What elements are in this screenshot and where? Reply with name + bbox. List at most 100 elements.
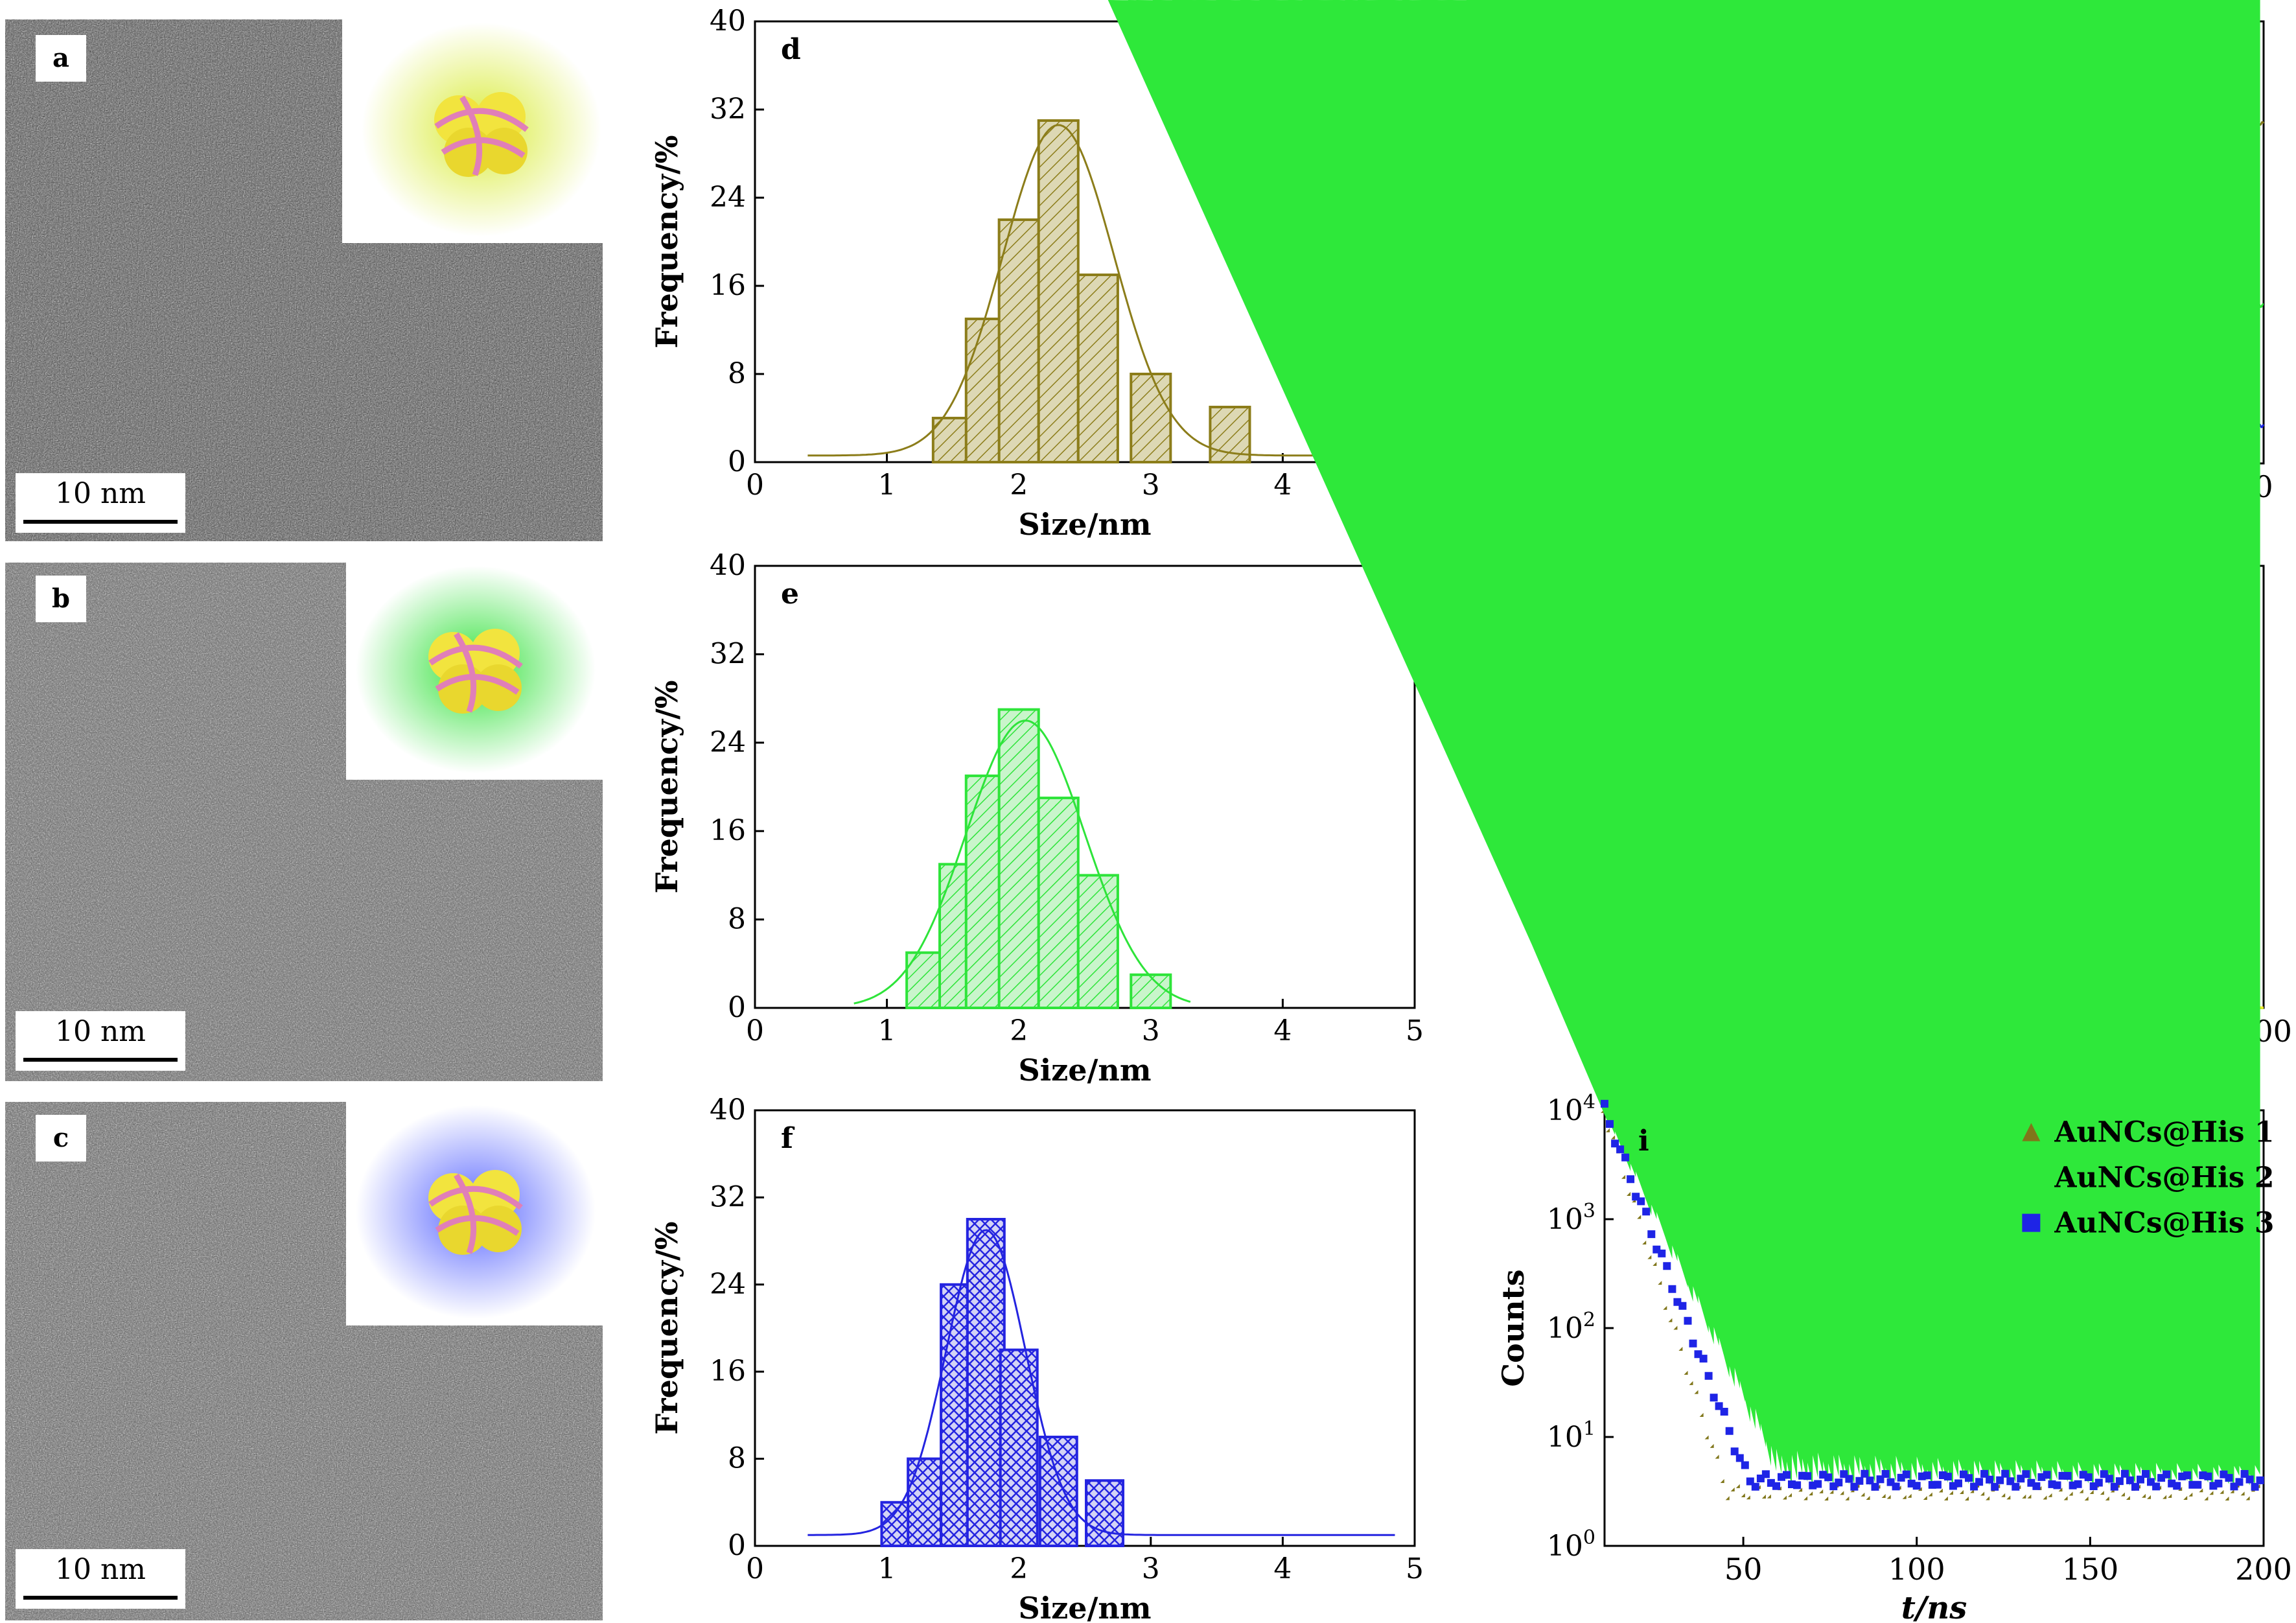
x-tick-label-e: 2 xyxy=(1010,1014,1028,1047)
x-axis-label-i: t/ns xyxy=(1901,1590,1967,1623)
y-tick-label-d: 16 xyxy=(710,269,746,302)
panel-label-f: f xyxy=(781,1122,795,1155)
y-tick-label-d: 0 xyxy=(728,445,746,478)
y-tick-label-i: 101 xyxy=(1547,1418,1595,1454)
histogram-bar-e xyxy=(997,708,1040,1010)
panel-label-c: c xyxy=(36,1115,86,1162)
y-tick-label-d: 8 xyxy=(728,357,746,390)
y-tick-label-e: 40 xyxy=(710,549,746,582)
panel-label-d: d xyxy=(781,33,801,66)
histogram-f: 0 1 2 3 4 5 0 8 16 24 32 40 f Size/nm Frequency/% xyxy=(649,1093,1424,1623)
x-tick-label-e: 5 xyxy=(1406,1014,1424,1047)
x-tick-label-f: 0 xyxy=(746,1552,764,1585)
y-tick-label-f: 32 xyxy=(710,1180,746,1213)
legend-marker xyxy=(2022,1123,2041,1141)
histogram-bar-d xyxy=(1076,274,1119,463)
scale-text-b: 10 nm xyxy=(54,1015,146,1048)
y-axis-label-i: Counts xyxy=(1496,1269,1531,1386)
legend-marker xyxy=(2022,1169,2041,1185)
x-tick-label-d: 2 xyxy=(1010,469,1028,502)
x-tick-label-e: 3 xyxy=(1142,1014,1160,1047)
plot-frame-f xyxy=(754,1109,1416,1547)
x-tick-label-d: 3 xyxy=(1142,469,1160,502)
tem-panel-b: b 10 nm xyxy=(5,563,603,1081)
x-tick-label-e: 1 xyxy=(878,1014,896,1047)
panel-label-i: i xyxy=(1638,1125,1649,1158)
cluster-icon xyxy=(428,629,523,714)
histogram-bar-d xyxy=(1037,119,1080,463)
x-tick-label-i: 150 xyxy=(2061,1552,2118,1587)
x-axis-label-e: Size/nm xyxy=(1018,1053,1151,1088)
histogram-bar-e xyxy=(1076,874,1119,1010)
fit-curve-f xyxy=(807,1229,1395,1536)
histogram-bar-f xyxy=(907,1457,947,1548)
y-tick-label-e: 32 xyxy=(710,637,746,670)
decay-series xyxy=(1106,0,2260,1487)
y-tick-label-d: 40 xyxy=(710,5,746,38)
y-tick-label-e: 24 xyxy=(710,726,746,759)
x-tick-label-d: 1 xyxy=(878,469,896,502)
x-tick-label-d: 0 xyxy=(746,469,764,502)
legend-label: AuNCs@His 3 xyxy=(2054,1207,2274,1240)
y-tick-label-f: 16 xyxy=(710,1355,746,1388)
y-tick-label-f: 0 xyxy=(728,1529,746,1562)
x-tick-label-e: 0 xyxy=(746,1014,764,1047)
scale-line-b xyxy=(23,1058,178,1062)
decay-chart: 50 100 150 200 100 101 102 103 104 AuNCs@His 1 AuN… xyxy=(1106,0,2292,1623)
y-tick-label-d: 32 xyxy=(710,93,746,126)
y-tick-label-i: 103 xyxy=(1547,1200,1595,1236)
scale-line-a xyxy=(23,520,178,524)
histogram-bar-f xyxy=(966,1218,1006,1547)
legend-label: AuNCs@His 1 xyxy=(2054,1116,2274,1149)
y-tick-label-i: 102 xyxy=(1547,1309,1595,1345)
inset-glow-c xyxy=(346,1102,603,1325)
x-tick-label-e: 4 xyxy=(1273,1014,1292,1047)
x-tick-label-i: 100 xyxy=(1888,1552,1945,1587)
tem-panel-a: a 10 nm xyxy=(5,19,603,541)
y-tick-label-f: 8 xyxy=(728,1442,746,1475)
y-tick-label-i: 100 xyxy=(1547,1526,1595,1563)
histogram-bar-d xyxy=(1130,373,1172,463)
x-tick-label-f: 2 xyxy=(1010,1552,1028,1585)
y-tick-label-i: 104 xyxy=(1547,1091,1595,1127)
x-tick-label-f: 5 xyxy=(1406,1552,1424,1585)
histogram-bar-e xyxy=(1130,973,1172,1009)
cluster-icon xyxy=(434,92,529,177)
y-tick-label-e: 16 xyxy=(710,814,746,847)
panel-label-e: e xyxy=(781,578,799,611)
legend-label: AuNCs@His 2 xyxy=(2054,1162,2274,1195)
y-tick-label-f: 24 xyxy=(710,1268,746,1301)
y-tick-label-e: 8 xyxy=(728,903,746,936)
scale-bar-a: 10 nm xyxy=(16,473,185,533)
y-tick-label-f: 40 xyxy=(710,1093,746,1127)
x-tick-label-d: 4 xyxy=(1273,469,1292,502)
fit-curve-d xyxy=(807,124,1389,457)
x-tick-label-f: 3 xyxy=(1142,1552,1160,1585)
y-tick-label-d: 24 xyxy=(710,181,746,214)
histogram-bar-f xyxy=(1085,1479,1125,1547)
x-tick-label-f: 1 xyxy=(878,1552,896,1585)
scale-line-c xyxy=(23,1596,178,1600)
tem-panel-c: c 10 nm xyxy=(5,1102,603,1620)
cluster-icon xyxy=(428,1170,523,1255)
scale-text-c: 10 nm xyxy=(54,1553,146,1586)
scale-text-a: 10 nm xyxy=(54,477,146,510)
x-tick-label-i: 200 xyxy=(2235,1552,2292,1587)
x-axis-label-d: Size/nm xyxy=(1018,507,1151,542)
decay-markers xyxy=(1106,0,2260,1487)
x-axis-label-f: Size/nm xyxy=(1018,1591,1151,1623)
histogram-bar-f xyxy=(999,1348,1039,1548)
fit-curve-e xyxy=(853,719,1191,1005)
scale-bar-c: 10 nm xyxy=(16,1549,185,1609)
y-axis-label-d: Frequency/% xyxy=(649,135,684,349)
histogram-bar-f xyxy=(1038,1436,1078,1547)
scale-bar-b: 10 nm xyxy=(16,1011,185,1071)
panel-label-a: a xyxy=(36,35,86,82)
histogram-bar-d xyxy=(997,218,1040,463)
inset-glow-b xyxy=(346,563,603,780)
x-tick-label-i: 50 xyxy=(1724,1552,1763,1587)
tem-noise-c xyxy=(5,1102,603,1620)
histogram-e: 0 1 2 3 4 5 0 8 16 24 32 40 e Size/nm Frequency/% xyxy=(649,549,1424,1088)
y-axis-label-e: Frequency/% xyxy=(649,681,684,894)
